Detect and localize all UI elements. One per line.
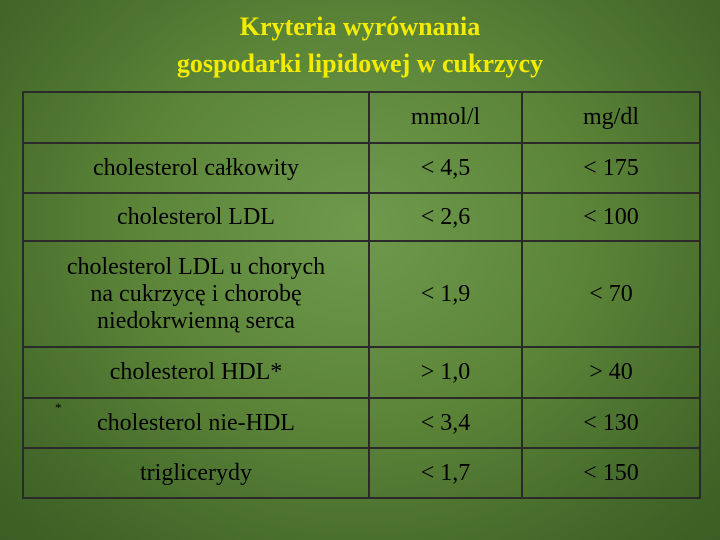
row-name-ldl: cholesterol LDL <box>22 192 370 242</box>
row-name-line-3: niedokrwienną serca <box>97 307 295 334</box>
row-value-mmol: < 1,9 <box>368 240 523 348</box>
row-name-label: cholesterol nie-HDL <box>97 409 295 436</box>
row-name-line-1: cholesterol LDL u chorych <box>66 253 326 280</box>
row-value-mg: < 100 <box>521 192 701 242</box>
slide-title-line-2: gospodarki lipidowej w cukrzycy <box>176 49 544 78</box>
footnote-asterisk: * <box>55 400 62 415</box>
row-value-mg: < 150 <box>521 447 701 499</box>
table-row: cholesterol HDL* > 1,0 > 40 <box>22 346 701 399</box>
row-name-hdl: cholesterol HDL* <box>22 346 370 399</box>
row-name-ldl-diabetes-chd: cholesterol LDL u chorych na cukrzycę i … <box>22 240 370 348</box>
header-mg-cell: mg/dl <box>521 91 701 144</box>
row-value-mmol: < 1,7 <box>368 447 523 499</box>
row-name-triglycerides: triglicerydy <box>22 447 370 499</box>
row-value-mmol: < 4,5 <box>368 142 523 194</box>
table-header-row: mmol/l mg/dl <box>22 91 701 144</box>
row-value-mg: < 130 <box>521 397 701 449</box>
table-row: cholesterol LDL < 2,6 < 100 <box>22 192 701 242</box>
lipid-criteria-table: mmol/l mg/dl cholesterol całkowity < 4,5… <box>22 91 701 499</box>
header-mmol-cell: mmol/l <box>368 91 523 144</box>
row-value-mmol: > 1,0 <box>368 346 523 399</box>
row-value-mg: > 40 <box>521 346 701 399</box>
header-parameter-cell <box>22 91 370 144</box>
table-row: cholesterol całkowity < 4,5 < 175 <box>22 142 701 194</box>
row-value-mg: < 175 <box>521 142 701 194</box>
row-name-total-cholesterol: cholesterol całkowity <box>22 142 370 194</box>
row-value-mg: < 70 <box>521 240 701 348</box>
table-row: * cholesterol nie-HDL < 3,4 < 130 <box>22 397 701 449</box>
row-value-mmol: < 3,4 <box>368 397 523 449</box>
row-value-mmol: < 2,6 <box>368 192 523 242</box>
table-row: triglicerydy < 1,7 < 150 <box>22 447 701 499</box>
table-row: cholesterol LDL u chorych na cukrzycę i … <box>22 240 701 348</box>
slide-title-line-1: Kryteria wyrównania <box>239 12 481 41</box>
row-name-non-hdl: * cholesterol nie-HDL <box>22 397 370 449</box>
row-name-line-2: na cukrzycę i chorobę <box>90 280 302 307</box>
slide-title: Kryteria wyrównania gospodarki lipidowej… <box>0 8 720 82</box>
